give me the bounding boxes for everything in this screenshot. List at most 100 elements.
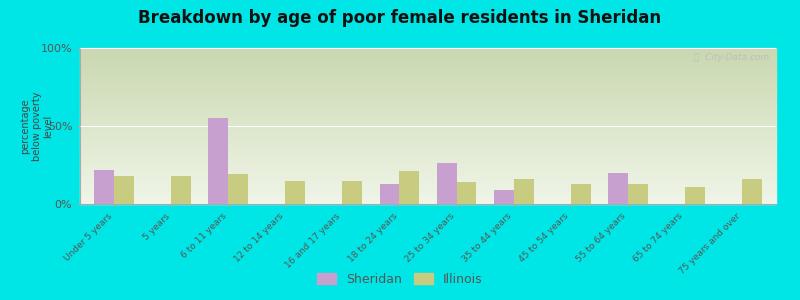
Bar <box>80 93 776 95</box>
Bar <box>80 191 776 193</box>
Bar <box>80 156 776 157</box>
Bar <box>286 181 306 204</box>
Bar <box>80 165 776 166</box>
Bar <box>514 179 534 204</box>
Bar <box>80 68 776 70</box>
Bar <box>570 184 590 204</box>
Bar <box>208 118 228 204</box>
Bar <box>80 154 776 156</box>
Bar <box>80 107 776 109</box>
Bar <box>80 128 776 129</box>
Bar <box>80 73 776 74</box>
Bar <box>114 176 134 204</box>
Bar <box>80 162 776 164</box>
Bar <box>80 54 776 56</box>
Bar <box>80 98 776 100</box>
Bar <box>80 81 776 82</box>
Bar <box>80 100 776 101</box>
Bar <box>80 131 776 132</box>
Bar <box>628 184 648 204</box>
Bar <box>80 134 776 135</box>
Bar <box>228 174 248 204</box>
Bar <box>80 85 776 87</box>
Bar <box>80 143 776 145</box>
Bar <box>80 70 776 71</box>
Bar <box>608 173 628 204</box>
Bar <box>80 167 776 168</box>
Bar <box>80 57 776 59</box>
Legend: Sheridan, Illinois: Sheridan, Illinois <box>312 268 488 291</box>
Bar <box>80 181 776 182</box>
Bar <box>80 112 776 113</box>
Bar <box>80 78 776 79</box>
Bar <box>80 64 776 65</box>
Bar <box>80 164 776 165</box>
Bar <box>80 124 776 126</box>
Bar <box>80 59 776 61</box>
Bar <box>80 126 776 128</box>
Bar <box>80 117 776 118</box>
Bar <box>80 71 776 73</box>
Bar <box>80 137 776 139</box>
Bar <box>80 61 776 62</box>
Bar <box>80 120 776 121</box>
Bar <box>80 195 776 196</box>
Bar <box>80 56 776 57</box>
Bar <box>80 139 776 140</box>
Bar <box>80 110 776 112</box>
Bar <box>80 182 776 184</box>
Bar <box>80 149 776 151</box>
Bar <box>80 106 776 107</box>
Bar <box>80 201 776 202</box>
Bar <box>80 65 776 67</box>
Bar <box>80 67 776 68</box>
Bar <box>171 176 191 204</box>
Bar <box>80 145 776 146</box>
Bar <box>80 142 776 143</box>
Bar <box>80 196 776 198</box>
Bar <box>80 187 776 188</box>
Bar <box>80 146 776 148</box>
Bar <box>80 50 776 51</box>
Bar <box>80 53 776 54</box>
Bar <box>80 121 776 123</box>
Bar <box>80 179 776 181</box>
Bar <box>80 202 776 204</box>
Bar <box>742 179 762 204</box>
Bar <box>80 188 776 190</box>
Bar <box>80 88 776 90</box>
Bar <box>80 113 776 115</box>
Bar <box>80 104 776 106</box>
Bar <box>80 190 776 191</box>
Bar <box>94 170 114 204</box>
Bar <box>80 173 776 174</box>
Bar <box>80 123 776 124</box>
Bar <box>80 96 776 98</box>
Bar <box>80 160 776 162</box>
Bar <box>80 87 776 88</box>
Bar <box>80 157 776 159</box>
Bar <box>80 62 776 64</box>
Bar <box>80 48 776 50</box>
Bar <box>80 82 776 84</box>
Bar <box>80 132 776 134</box>
Bar <box>80 151 776 152</box>
Bar <box>685 187 705 204</box>
Bar <box>80 193 776 195</box>
Bar <box>80 170 776 171</box>
Bar <box>80 174 776 176</box>
Bar <box>80 199 776 201</box>
Bar <box>80 178 776 179</box>
Text: Breakdown by age of poor female residents in Sheridan: Breakdown by age of poor female resident… <box>138 9 662 27</box>
Bar <box>80 74 776 76</box>
Bar <box>80 129 776 131</box>
Bar <box>379 184 399 204</box>
Bar <box>80 90 776 92</box>
Bar <box>80 176 776 178</box>
Bar <box>437 164 457 204</box>
Bar <box>80 51 776 53</box>
Bar <box>80 135 776 137</box>
Bar <box>80 103 776 104</box>
Bar <box>80 184 776 185</box>
Bar <box>80 185 776 187</box>
